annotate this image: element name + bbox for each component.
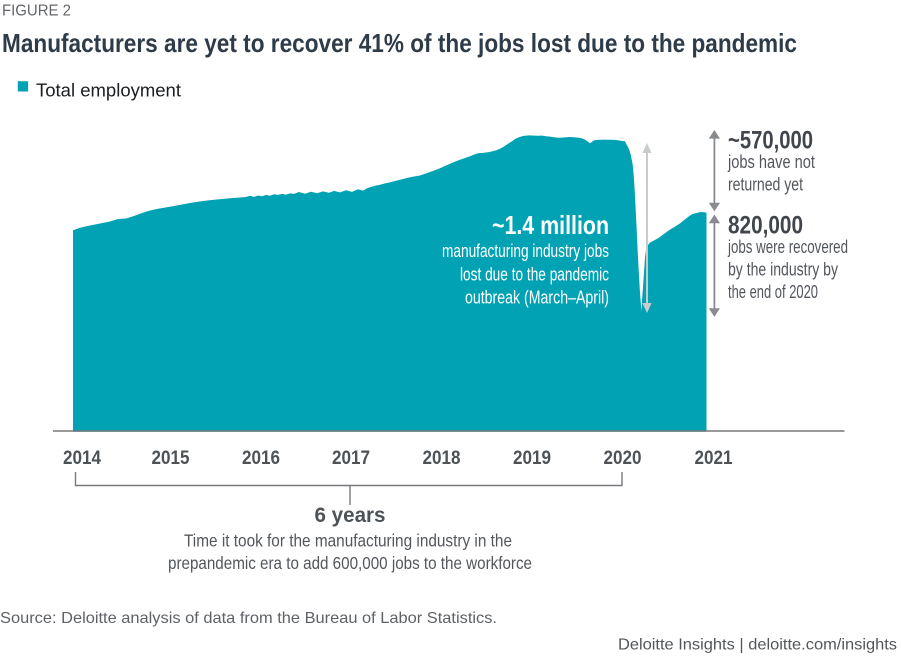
svg-text:~570,000: ~570,000 [728, 126, 813, 154]
svg-text:jobs have not: jobs have not [727, 152, 815, 172]
svg-text:820,000: 820,000 [728, 212, 803, 240]
svg-text:the end of 2020: the end of 2020 [728, 282, 818, 302]
svg-text:2021: 2021 [695, 447, 733, 469]
svg-text:Time it took for the manufactu: Time it took for the manufacturing indus… [184, 530, 512, 550]
svg-text:6 years: 6 years [315, 503, 386, 527]
svg-text:prepandemic era to add 600,000: prepandemic era to add 600,000 jobs to t… [168, 553, 532, 573]
svg-text:manufacturing industry jobs: manufacturing industry jobs [442, 241, 609, 261]
svg-text:2019: 2019 [513, 447, 551, 469]
svg-text:2014: 2014 [63, 447, 101, 469]
svg-text:2017: 2017 [332, 447, 370, 469]
svg-text:2016: 2016 [242, 447, 280, 469]
svg-text:FIGURE 2: FIGURE 2 [2, 2, 71, 19]
svg-text:lost due to the pandemic: lost due to the pandemic [460, 264, 609, 284]
svg-text:Manufacturers are yet to recov: Manufacturers are yet to recover 41% of … [2, 28, 797, 58]
svg-text:by the industry by: by the industry by [728, 260, 838, 280]
svg-text:2020: 2020 [604, 447, 642, 469]
svg-text:jobs were recovered: jobs were recovered [727, 237, 848, 257]
svg-text:~1.4 million: ~1.4 million [492, 210, 609, 240]
svg-text:Total employment: Total employment [36, 80, 181, 100]
svg-text:2015: 2015 [152, 447, 190, 469]
svg-text:Source: Deloitte analysis of d: Source: Deloitte analysis of data from t… [0, 610, 497, 627]
svg-text:outbreak (March–April): outbreak (March–April) [465, 288, 609, 308]
svg-text:Deloitte Insights | deloitte.c: Deloitte Insights | deloitte.com/insight… [618, 637, 897, 654]
svg-text:2018: 2018 [423, 447, 461, 469]
svg-text:returned yet: returned yet [728, 175, 803, 195]
